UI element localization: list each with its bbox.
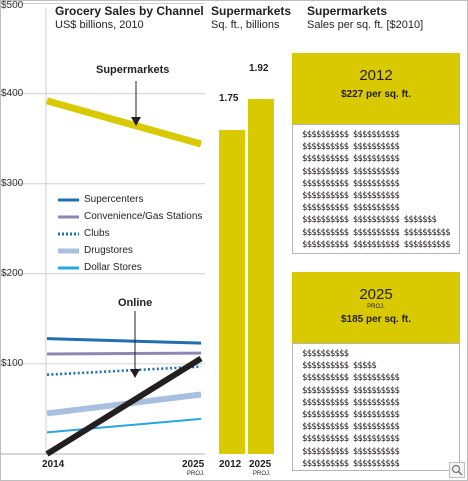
box-2012-header: 2012 $227 per sq. ft. bbox=[292, 53, 460, 124]
legend-label-drugstores: Drugstores bbox=[84, 245, 133, 256]
zoom-icon[interactable] bbox=[449, 462, 465, 478]
series-line-convenience-gas-stations bbox=[46, 351, 202, 356]
box-2025-value: $185 per sq. ft. bbox=[340, 314, 412, 325]
box-2025-proj: PROJ. bbox=[367, 304, 385, 310]
bar-x-label-proj: PROJ. bbox=[253, 471, 271, 477]
series-line-supermarkets bbox=[46, 97, 202, 148]
left-chart-title: Grocery Sales by Channel bbox=[55, 4, 204, 18]
legend-label-clubs: Clubs bbox=[84, 228, 110, 239]
y-tick-label: $300 bbox=[1, 178, 24, 189]
legend-label-dollar-stores: Dollar Stores bbox=[84, 262, 142, 273]
box-2012-value: $227 per sq. ft. bbox=[340, 89, 412, 100]
box-2012-year: 2012 bbox=[359, 67, 393, 84]
dollar-symbols-2012: $$$$$$$$$$ $$$$$$$$$$ $$$$$$$$$$ $$$$$$$… bbox=[302, 130, 451, 250]
legend-label-convenience: Convenience/Gas Stations bbox=[84, 211, 203, 222]
y-tick-label: $100 bbox=[1, 358, 24, 369]
bar-value-label: 1.75 bbox=[219, 93, 239, 104]
bar-2025 bbox=[248, 98, 274, 454]
annotation-online: Online bbox=[118, 297, 153, 309]
right-panel-subtitle: Sales per sq. ft. [$2010] bbox=[307, 19, 424, 31]
box-2012-symbols: $$$$$$$$$$ $$$$$$$$$$ $$$$$$$$$$ $$$$$$$… bbox=[292, 124, 460, 254]
bar-x-label-2012: 2012 bbox=[219, 459, 242, 470]
x-label-2025: 2025 bbox=[182, 459, 205, 470]
series-line-dollar-stores bbox=[46, 417, 202, 434]
legend-label-supercenters: Supercenters bbox=[84, 194, 144, 205]
bar-x-label-2025: 2025 bbox=[249, 459, 272, 470]
box-2025-year: 2025 bbox=[359, 286, 393, 303]
annotation-supermarkets: Supermarkets bbox=[96, 64, 170, 76]
y-tick-label: $400 bbox=[1, 88, 24, 99]
middle-chart-subtitle: Sq. ft., billions bbox=[211, 19, 280, 31]
series-line-clubs bbox=[46, 365, 202, 377]
series-line-supercenters bbox=[46, 337, 202, 345]
bar-2012 bbox=[219, 130, 245, 454]
y-tick-label: $500 bbox=[1, 0, 24, 11]
right-panel-title: Supermarkets bbox=[307, 4, 388, 18]
series-line-online bbox=[45, 355, 203, 457]
bar-value-label: 1.92 bbox=[249, 63, 269, 74]
arrowhead-supermarkets bbox=[131, 117, 141, 126]
middle-chart-title: Supermarkets bbox=[211, 4, 292, 18]
dollar-symbols-2025: $$$$$$$$$$ $$$$$$$$$$ $$$$$ $$$$$$$$$$ $… bbox=[302, 349, 400, 469]
x-label-proj: PROJ. bbox=[187, 471, 205, 477]
arrowhead-online bbox=[130, 369, 140, 378]
left-chart-subtitle: US$ billions, 2010 bbox=[55, 19, 144, 31]
x-label-2014: 2014 bbox=[42, 459, 65, 470]
y-tick-label: $200 bbox=[1, 268, 24, 279]
box-2025-header: 2025 PROJ. $185 per sq. ft. bbox=[292, 272, 460, 343]
box-2025-symbols: $$$$$$$$$$ $$$$$$$$$$ $$$$$ $$$$$$$$$$ $… bbox=[292, 343, 460, 471]
